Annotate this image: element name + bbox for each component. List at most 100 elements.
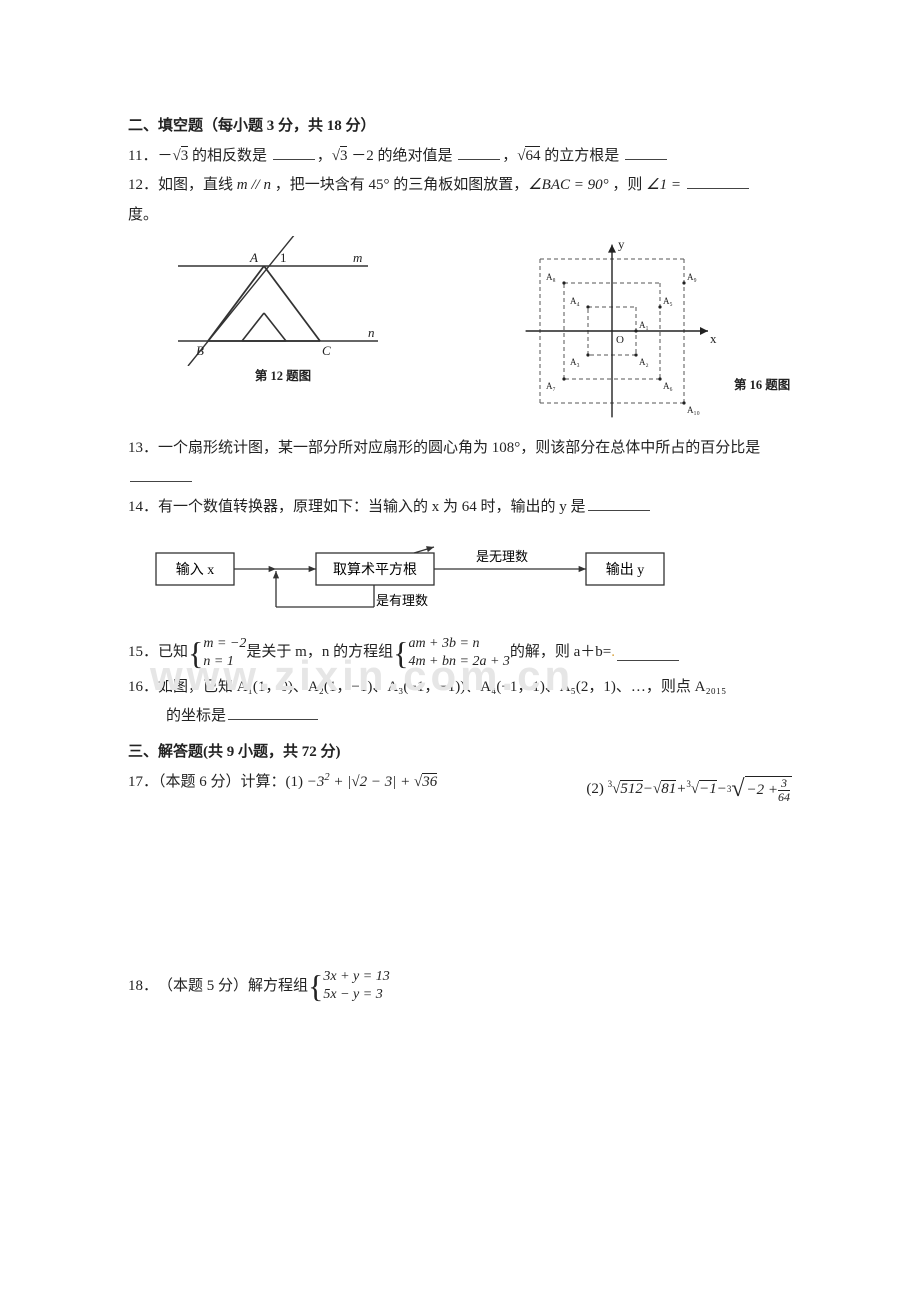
svg-text:x: x	[710, 331, 717, 346]
blank-14[interactable]	[588, 495, 650, 511]
frac-3-64: 3 64	[778, 777, 790, 804]
q17-p: +	[676, 777, 686, 803]
svg-text:B: B	[196, 343, 204, 358]
q15-sys2: { am + 3b = n 4m + bn = 2a + 3	[393, 635, 510, 671]
svg-text:是有理数: 是有理数	[376, 593, 428, 608]
section2-heading: 二、填空题（每小题 3 分，共 18 分）	[128, 114, 792, 140]
brace-icon: {	[308, 970, 323, 1002]
q17-cbrtm1: 3√−1	[686, 777, 716, 803]
svg-text:A₇: A₇	[546, 381, 556, 391]
q18-sys: { 3x + y = 13 5x − y = 3	[308, 968, 390, 1004]
svg-text:C: C	[322, 343, 331, 358]
brace-icon: {	[188, 637, 203, 669]
q18-l2: 5x − y = 3	[323, 986, 389, 1004]
q18-num: 18．	[128, 974, 158, 1000]
svg-text:取算术平方根: 取算术平方根	[333, 562, 417, 578]
q17-part1: 17．（本题 6 分）计算：(1) −32 + |√2 − 3| + √36	[128, 769, 437, 796]
q13-blankline	[128, 466, 792, 492]
blank-13[interactable]	[130, 466, 192, 482]
blank-11c[interactable]	[625, 144, 667, 160]
svg-text:m: m	[353, 250, 362, 265]
q15-s2l1: am + 3b = n	[408, 635, 509, 653]
flowchart: 输入 x取算术平方根输出 y是无理数是有理数	[146, 531, 792, 621]
q17: 17．（本题 6 分）计算：(1) −32 + |√2 − 3| + √36 (…	[128, 769, 792, 810]
q15: 15．已知 { m = −2 n = 1 是关于 m，n 的方程组 { am +…	[128, 635, 792, 671]
q12-unit: 度。	[128, 203, 792, 229]
q17-plus2: +	[396, 774, 414, 790]
q11-p1post: 的相反数是	[188, 148, 271, 164]
q16-t2: 的坐标是	[166, 708, 226, 724]
workspace-17	[128, 814, 792, 964]
svg-text:A: A	[249, 250, 258, 265]
flowchart-svg: 输入 x取算术平方根输出 y是无理数是有理数	[146, 531, 686, 621]
figure-row: A1BCmn 第 12 题图 xyOA₁A₂A₃A₄A₅A₆A₇A₈A₉A₁₀ …	[128, 236, 792, 426]
q15-s2l2: 4m + bn = 2a + 3	[408, 653, 509, 671]
svg-text:n: n	[368, 325, 375, 340]
blank-11a[interactable]	[273, 144, 315, 160]
q15-s1l1: m = −2	[203, 635, 246, 653]
blank-15[interactable]	[617, 645, 679, 661]
q12-t3: ，则	[609, 177, 647, 193]
sqrt3-a: √3	[172, 146, 188, 164]
q12-num: 12．	[128, 177, 158, 193]
q18-rows: 3x + y = 13 5x − y = 3	[323, 968, 389, 1004]
q16-num: 16．	[128, 679, 158, 695]
q17-plus1: +	[330, 774, 348, 790]
q11-p3post: 的立方根是	[540, 148, 623, 164]
fig16-caption: 第 16 题图	[734, 375, 790, 426]
q17-abs: |√2 − 3|	[347, 774, 396, 790]
svg-text:A₉: A₉	[687, 272, 697, 282]
q14: 14．有一个数值转换器，原理如下：当输入的 x 为 64 时，输出的 y 是	[128, 495, 792, 521]
section3-heading: 三、解答题(共 9 小题，共 72 分)	[128, 740, 792, 766]
q17-sqrt36: √36	[414, 773, 437, 790]
svg-text:输出 y: 输出 y	[606, 562, 645, 578]
q11-p1pre: －	[157, 148, 172, 164]
q17-m2: −	[717, 777, 727, 803]
svg-text:是无理数: 是无理数	[476, 549, 528, 564]
q17-p1label: (1)	[286, 774, 304, 790]
blank-11b[interactable]	[458, 144, 500, 160]
q17-cbrt512: 3√512	[608, 777, 643, 803]
fig16-wrap: xyOA₁A₂A₃A₄A₅A₆A₇A₈A₉A₁₀	[518, 236, 728, 426]
q11-p2mid: －2 的绝对值是	[347, 148, 456, 164]
q13-text: 一个扇形统计图，某一部分所对应扇形的圆心角为 108°，则该部分在总体中所占的百…	[158, 440, 760, 456]
q17-cbrt-big: 3√ −2 + 3 64	[727, 769, 792, 810]
svg-text:A₁: A₁	[639, 320, 649, 330]
q17-pts: （本题 6 分）计算：	[158, 774, 286, 790]
svg-text:1: 1	[280, 250, 287, 265]
q15-sys1: { m = −2 n = 1	[188, 635, 246, 671]
q11-c1: ，	[317, 148, 332, 164]
page: www.zixin.com.cn 二、填空题（每小题 3 分，共 18 分） 1…	[0, 0, 920, 1302]
svg-text:A₈: A₈	[546, 272, 556, 282]
q11-num: 11．	[128, 148, 157, 164]
svg-text:A₄: A₄	[570, 296, 580, 306]
q11: 11．－√3 的相反数是 ，√3 －2 的绝对值是 ，√64 的立方根是	[128, 144, 792, 170]
q14-num: 14．	[128, 499, 158, 515]
blank-12[interactable]	[687, 173, 749, 189]
q13-num: 13．	[128, 440, 158, 456]
q15-sys2-rows: am + 3b = n 4m + bn = 2a + 3	[408, 635, 509, 671]
q15-t3: 的解，则 a＋b=	[510, 640, 611, 666]
q12-mn: m // n	[237, 177, 271, 193]
sqrt64: √64	[517, 146, 540, 164]
q16-t1: 如图，已知 A₁(1，0)、A₂(1，−1)、A₃(−1，−1))、A₄(−1，…	[158, 679, 726, 695]
q16: 16．如图，已知 A₁(1，0)、A₂(1，−1)、A₃(−1，−1))、A₄(…	[128, 675, 792, 701]
q17-sqrt81: √81	[653, 777, 676, 803]
q12: 12．如图，直线 m // n ，把一块含有 45° 的三角板如图放置，∠BAC…	[128, 173, 792, 199]
q17-num: 17．	[128, 774, 158, 790]
q15-s1l2: n = 1	[203, 653, 246, 671]
svg-text:A₃: A₃	[570, 357, 580, 367]
svg-text:A₁₀: A₁₀	[687, 405, 700, 415]
q18-l1: 3x + y = 13	[323, 968, 389, 986]
svg-text:A₅: A₅	[663, 296, 673, 306]
svg-text:A₆: A₆	[663, 381, 673, 391]
q17-p2label: (2)	[586, 777, 604, 803]
q15-sys1-rows: m = −2 n = 1	[203, 635, 246, 671]
q15-t1: 已知	[158, 640, 188, 666]
blank-16[interactable]	[228, 704, 318, 720]
q12-t1: 如图，直线	[158, 177, 237, 193]
q15-t2: 是关于 m，n 的方程组	[246, 640, 393, 666]
q15-num: 15．	[128, 640, 158, 666]
fig12-caption: 第 12 题图	[168, 366, 398, 387]
q17-part2: (2) 3√512 − √81 + 3√−1 − 3√ −2 + 3 64	[586, 769, 792, 810]
